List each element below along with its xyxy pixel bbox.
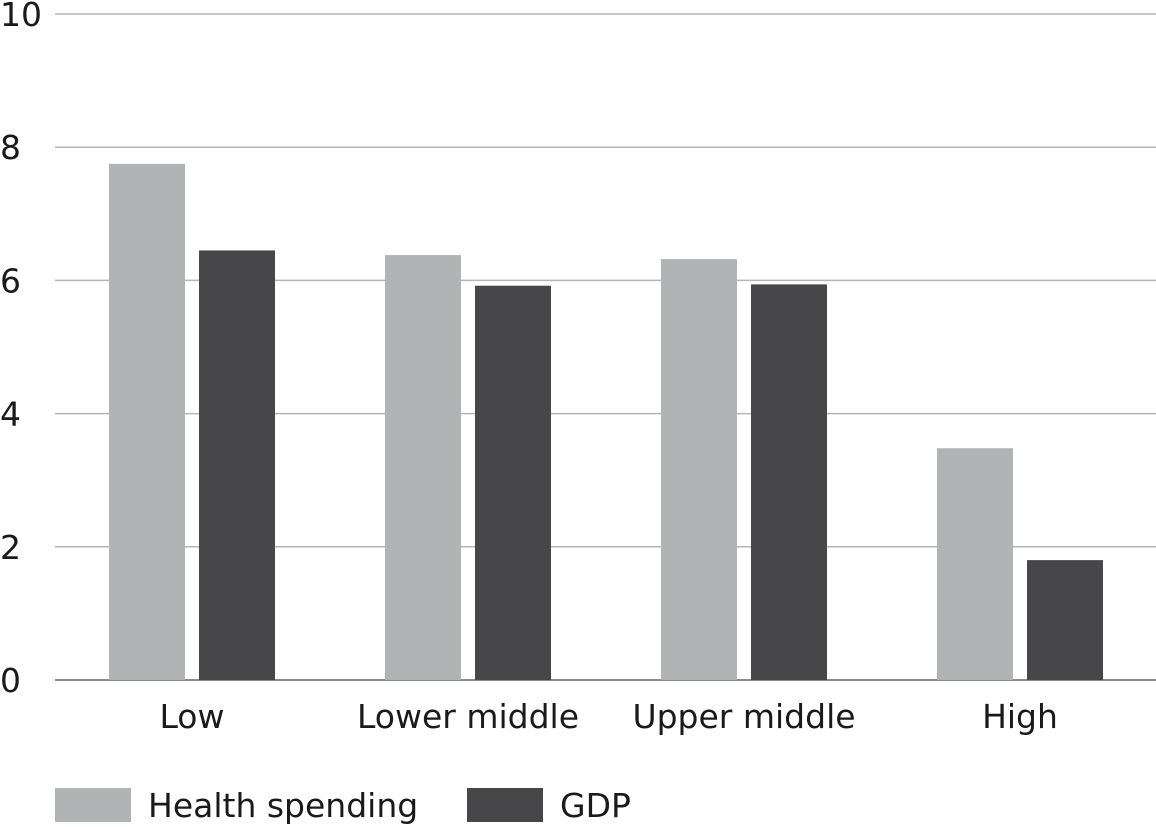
y-tick-label: 10 [0,0,42,34]
bar-health-spending [937,448,1013,680]
legend-swatch [55,788,131,822]
y-tick-label: 4 [0,395,21,434]
y-axis-tick-labels: 0 2 4 6 8 10 [0,0,42,700]
bar-health-spending [109,163,185,681]
y-tick-label: 6 [0,261,21,300]
x-category-label: Upper middle [632,697,855,736]
legend-label: Health spending [148,786,418,825]
legend: Health spending GDP [55,786,631,825]
x-axis-category-labels: Low Lower middle Upper middle High [160,697,1058,736]
bar-gdp [751,284,827,680]
bar-health-spending [385,255,461,681]
x-category-label: Low [160,697,225,736]
y-tick-label: 2 [0,528,21,567]
bar-gdp [475,285,551,680]
x-category-label: Lower middle [357,697,579,736]
bar-health-spending [661,259,737,680]
y-tick-label: 0 [0,661,21,700]
bar-gdp [199,250,275,680]
legend-label: GDP [560,786,631,825]
y-tick-label: 8 [0,128,21,167]
bar-gdp [1027,560,1103,680]
legend-swatch [467,788,543,822]
bars [109,163,1103,681]
x-category-label: High [982,697,1058,736]
